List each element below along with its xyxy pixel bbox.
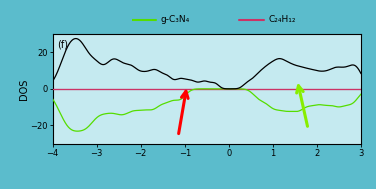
- Text: C₂₄H₁₂: C₂₄H₁₂: [268, 15, 296, 24]
- Text: (f): (f): [57, 40, 68, 50]
- Y-axis label: DOS: DOS: [19, 78, 29, 100]
- Text: g-C₃N₄: g-C₃N₄: [161, 15, 190, 24]
